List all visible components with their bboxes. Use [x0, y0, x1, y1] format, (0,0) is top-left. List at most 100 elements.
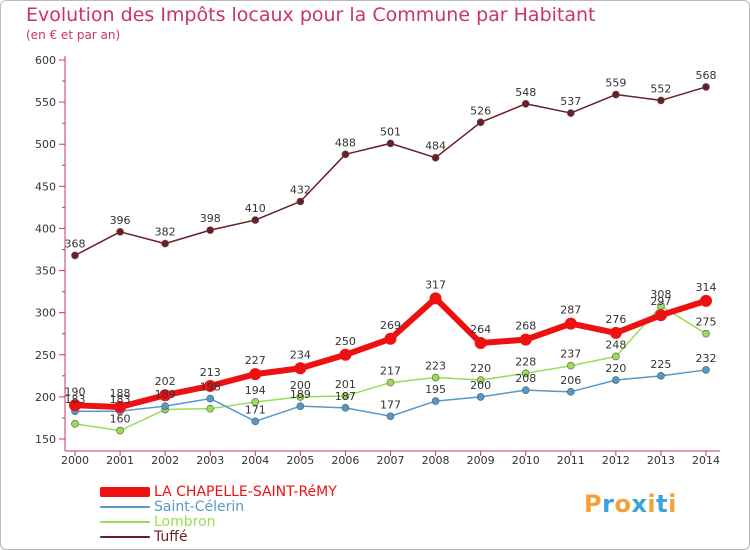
chart-subtitle: (en € et par an): [26, 28, 121, 42]
data-point: [431, 397, 440, 405]
data-label: 234: [290, 348, 311, 361]
data-label: 410: [245, 202, 266, 215]
data-point: [521, 99, 530, 108]
data-label: 189: [290, 388, 311, 401]
data-label: 432: [290, 183, 311, 196]
data-point: [566, 109, 575, 117]
y-tick-label: 400: [35, 222, 56, 235]
data-label: 206: [560, 374, 581, 387]
legend-swatch: [100, 535, 150, 538]
data-point: [609, 326, 622, 339]
data-point: [386, 139, 395, 148]
legend-item: Saint-Célerin: [100, 499, 337, 514]
data-point: [161, 402, 169, 410]
data-point: [431, 373, 440, 382]
data-point: [474, 336, 487, 349]
x-tick-label: 2000: [61, 454, 89, 467]
x-tick-label: 2004: [241, 454, 269, 467]
data-point: [71, 420, 79, 428]
x-tick-label: 2002: [151, 454, 179, 467]
data-label: 183: [110, 393, 131, 406]
data-label: 484: [425, 140, 446, 153]
data-point: [702, 83, 710, 91]
data-label: 297: [650, 295, 671, 308]
data-label: 250: [335, 335, 356, 348]
logo-letter: P: [584, 490, 603, 518]
legend-swatch: [100, 520, 150, 523]
chart-title: Evolution des Impôts locaux pour la Comm…: [26, 4, 596, 26]
data-label: 160: [110, 413, 131, 426]
y-tick-label: 350: [35, 265, 56, 278]
legend-swatch: [100, 486, 150, 497]
data-point: [159, 389, 172, 402]
x-tick-label: 2010: [512, 454, 540, 467]
data-label: 275: [696, 316, 717, 329]
data-label: 217: [380, 365, 401, 378]
legend-item: Lombron: [100, 514, 337, 529]
data-label: 276: [605, 313, 626, 326]
chart-legend: LA CHAPELLE-SAINT-RéMY Saint-Célerin Lombr…: [100, 484, 337, 544]
data-label: 317: [425, 278, 446, 291]
data-point: [206, 404, 215, 413]
data-label: 220: [605, 362, 626, 375]
x-tick-label: 2008: [422, 454, 450, 467]
data-point: [564, 317, 577, 330]
data-point: [702, 366, 710, 374]
y-tick-label: 550: [35, 96, 56, 109]
y-tick-label: 450: [35, 180, 56, 193]
data-label: 213: [200, 366, 221, 379]
legend-label: Lombron: [154, 513, 216, 530]
x-tick-label: 2012: [602, 454, 630, 467]
logo-letter: o: [614, 490, 632, 518]
x-tick-label: 2014: [692, 454, 720, 467]
data-label: 248: [605, 338, 626, 351]
data-point: [476, 393, 485, 401]
data-label: 198: [200, 381, 221, 394]
data-label: 187: [335, 390, 356, 403]
data-point: [294, 362, 307, 375]
data-label: 526: [470, 104, 491, 117]
y-tick-label: 600: [35, 54, 56, 67]
legend-item: LA CHAPELLE-SAINT-RéMY: [100, 484, 337, 499]
data-label: 264: [470, 323, 491, 336]
legend-label: LA CHAPELLE-SAINT-RéMY: [154, 483, 337, 500]
data-point: [296, 197, 305, 206]
data-point: [161, 239, 169, 248]
data-point: [566, 388, 575, 396]
logo-letter: r: [602, 490, 615, 518]
data-point: [429, 292, 442, 305]
x-tick-label: 2006: [331, 454, 359, 467]
y-tick-label: 300: [35, 307, 56, 320]
logo-letter: i: [668, 490, 677, 518]
data-point: [69, 399, 81, 412]
data-label: 208: [515, 372, 536, 385]
logo-letter: t: [656, 490, 669, 518]
data-point: [431, 153, 440, 162]
data-point: [341, 150, 350, 159]
data-point: [654, 309, 667, 322]
data-label: 552: [650, 82, 671, 95]
data-point: [251, 398, 260, 406]
legend-label: Tuffé: [154, 528, 188, 545]
data-label: 269: [380, 319, 401, 332]
data-point: [521, 386, 530, 394]
legend-item: Tuffé: [100, 529, 337, 544]
data-point: [476, 376, 485, 384]
data-label: 202: [155, 375, 176, 388]
logo-letter: i: [647, 490, 657, 518]
data-label: 308: [650, 288, 671, 301]
data-point: [519, 333, 532, 346]
data-point: [612, 90, 620, 99]
data-label: 200: [470, 379, 491, 392]
data-point: [204, 379, 217, 392]
proxiti-logo: Proxiti: [584, 490, 677, 518]
data-label: 223: [425, 360, 446, 373]
data-point: [339, 348, 352, 361]
x-tick-label: 2013: [647, 454, 675, 467]
data-point: [251, 216, 260, 224]
x-tick-label: 2009: [467, 454, 495, 467]
data-label: 195: [425, 383, 446, 396]
data-label: 537: [560, 95, 581, 108]
data-point: [386, 412, 395, 421]
data-point: [206, 394, 215, 403]
